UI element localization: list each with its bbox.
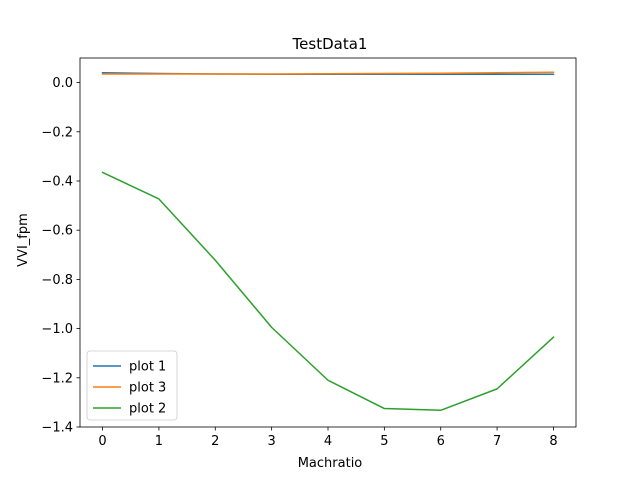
x-axis-title: Machratio xyxy=(298,456,363,471)
series-line-plot-2 xyxy=(101,171,555,412)
y-tick-label: −0.6 xyxy=(41,224,73,239)
legend-frame xyxy=(86,350,178,421)
y-tick-label: −0.2 xyxy=(41,125,73,140)
legend: plot 1 plot 3 plot 2 xyxy=(86,350,178,421)
x-tick-label: 1 xyxy=(155,434,163,449)
y-tick-label: −1.4 xyxy=(41,421,73,436)
x-tick-label: 4 xyxy=(324,434,332,449)
x-tick-label: 5 xyxy=(380,434,388,449)
y-tick-label: −0.8 xyxy=(41,273,73,288)
x-tick-label: 6 xyxy=(437,434,445,449)
y-axis-title: VVI_fpm xyxy=(16,213,31,267)
x-tick-label: 3 xyxy=(267,434,275,449)
legend-label: plot 3 xyxy=(129,381,166,396)
plot-area: 0 1 2 3 4 5 6 7 8 −1.4 −1.2 −1.0 −0.8 −0.6 −0.4 −0.2 0.0 xyxy=(41,57,577,449)
y-tick-label: 0.0 xyxy=(52,76,73,91)
x-tick-label: 0 xyxy=(98,434,106,449)
legend-label: plot 2 xyxy=(129,402,166,417)
y-tick-label: −1.2 xyxy=(41,371,73,386)
x-tick-label: 8 xyxy=(549,434,557,449)
series-line-plot-3 xyxy=(101,71,555,75)
y-tick-label: −1.0 xyxy=(41,322,73,337)
chart-title: TestData1 xyxy=(292,35,368,53)
legend-label: plot 1 xyxy=(129,360,166,375)
x-tick-label: 2 xyxy=(211,434,219,449)
x-tick-label: 7 xyxy=(493,434,501,449)
y-tick-label: −0.4 xyxy=(41,175,73,190)
